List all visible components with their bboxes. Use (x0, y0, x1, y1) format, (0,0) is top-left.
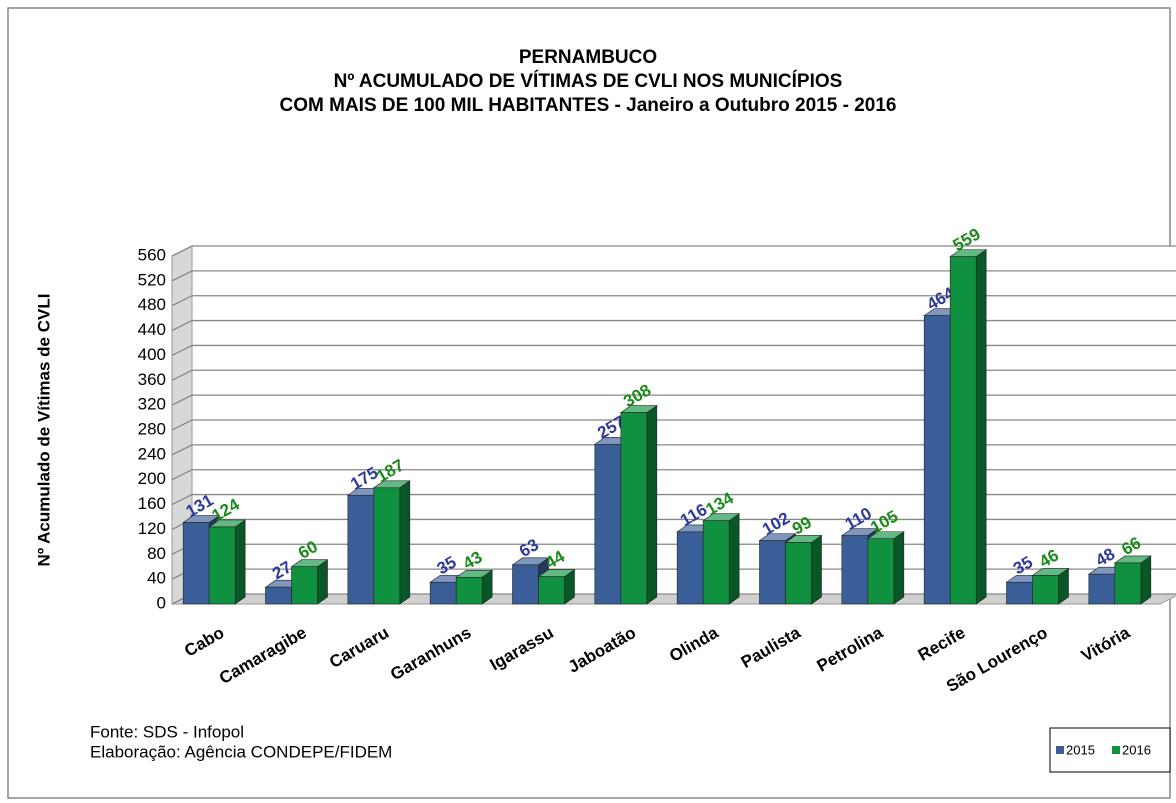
bar (620, 412, 648, 605)
grid-line (171, 344, 1176, 357)
y-tick-label: 200 (138, 469, 166, 488)
grid-line (171, 419, 1176, 431)
chart-title: Nº ACUMULADO DE VÍTIMAS DE CVLI NOS MUNI… (334, 70, 843, 92)
y-tick-label: 160 (138, 494, 166, 513)
y-tick-label: 320 (138, 395, 166, 414)
bar (1088, 573, 1116, 605)
grid-line (171, 270, 1176, 282)
y-tick-label: 80 (147, 544, 166, 563)
bar (949, 256, 977, 605)
bar (291, 566, 318, 605)
bar (676, 531, 704, 605)
grid-line (171, 295, 1176, 307)
y-tick-label: 440 (138, 320, 166, 339)
legend-swatch (1112, 746, 1120, 754)
bar (455, 576, 483, 605)
bar (1114, 562, 1142, 605)
grid-line (171, 469, 1176, 481)
source-note: Elaboração: Agência CONDEPE/FIDEM (90, 742, 392, 761)
bar-side (893, 531, 905, 605)
bar (702, 520, 730, 605)
grid-line (171, 369, 1176, 381)
y-tick-label: 240 (138, 444, 166, 463)
bar-side (811, 534, 822, 605)
y-tick-label: 0 (157, 593, 166, 612)
bar (594, 443, 622, 605)
bar (923, 315, 951, 605)
bar (182, 522, 210, 605)
bar-side (399, 480, 411, 605)
y-tick-label: 520 (138, 270, 166, 289)
grid-line (171, 394, 1176, 406)
grid-line (171, 319, 1176, 332)
bar-side (728, 513, 740, 605)
legend-label: 2016 (1122, 742, 1151, 757)
bar (347, 494, 375, 605)
grid-line (171, 493, 1176, 506)
bar (265, 586, 292, 605)
y-tick-label: 280 (138, 419, 166, 438)
bar (373, 487, 401, 605)
bar-side (975, 249, 987, 605)
bar-side (646, 405, 658, 605)
y-tick-label: 400 (138, 345, 166, 364)
chart-title: PERNAMBUCO (519, 47, 657, 68)
y-axis-label: Nº Acumulado de Vítimas de CVLI (34, 294, 53, 567)
bar-side (234, 519, 246, 605)
y-tick-label: 40 (147, 569, 166, 588)
bar (785, 542, 812, 605)
legend-box (1049, 727, 1171, 773)
grid-line (171, 245, 1176, 257)
bar (841, 535, 869, 605)
grid-line (171, 444, 1176, 456)
bar (1032, 575, 1059, 605)
y-tick-label: 480 (138, 295, 166, 314)
bar (208, 526, 236, 605)
source-note: Fonte: SDS - Infopol (90, 722, 244, 741)
bar (538, 576, 565, 605)
y-tick-label: 360 (138, 370, 166, 389)
bar-side (317, 559, 328, 605)
bar (429, 581, 457, 605)
y-tick-label: 120 (138, 519, 166, 538)
bar (759, 540, 786, 605)
bar (867, 538, 895, 605)
bar (1006, 581, 1033, 605)
legend-label: 2015 (1066, 742, 1095, 757)
bar (512, 564, 539, 605)
y-tick-label: 560 (138, 245, 166, 264)
chart-title: COM MAIS DE 100 MIL HABITANTES - Janeiro… (280, 95, 897, 116)
bar-side (1140, 555, 1152, 605)
legend-swatch (1056, 746, 1064, 754)
